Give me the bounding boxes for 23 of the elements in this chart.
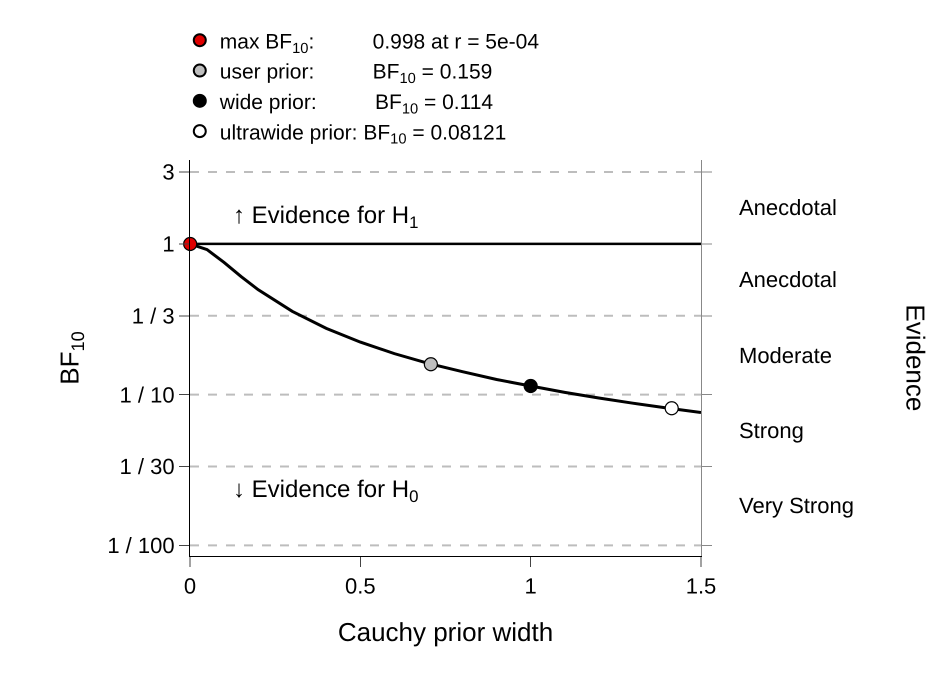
legend-label: max BF$_{10}$: 0.998 at r = 5e-04 (220, 30, 540, 57)
y-tick-label: 1 / 30 (120, 454, 175, 480)
legend-label: user prior: BF$_{10}$ = 0.159 (220, 60, 492, 88)
text: Evidence (900, 304, 931, 412)
text: Very Strong (739, 493, 854, 518)
y-tick-label: 1 / 100 (107, 533, 175, 558)
text: Anecdotal (739, 195, 837, 220)
annotation: ↑ Evidence for H$_{1}$ (233, 202, 418, 232)
x-tick-label: 0 (184, 573, 196, 598)
legend-label: ultrawide prior: BF$_{10}$ = 0.08121 (220, 121, 506, 148)
x-tick-label: 1 (524, 573, 537, 598)
x-tick-label: 1.5 (686, 573, 716, 598)
annotation: ↓ Evidence for H$_{0}$ (233, 476, 418, 506)
legend-label: wide prior: BF$_{10}$ = 0.114 (218, 91, 494, 118)
text: Moderate (739, 343, 832, 368)
text: Anecdotal (739, 267, 837, 292)
x-axis-title: Cauchy prior width (338, 617, 554, 648)
y-tick-label: 3 (162, 160, 175, 185)
y-tick-label: 1 (162, 232, 175, 257)
y-tick-label: 1 / 10 (120, 382, 175, 408)
text: Strong (739, 418, 804, 443)
y-tick-label: 1 / 3 (132, 303, 175, 328)
x-tick-label: 0.5 (345, 573, 376, 598)
